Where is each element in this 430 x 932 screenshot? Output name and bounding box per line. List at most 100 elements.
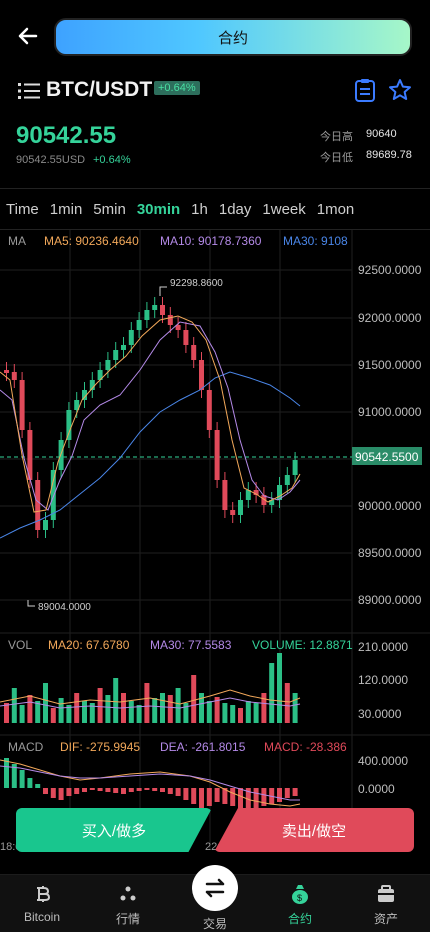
candle [160,305,165,315]
macd-bar [4,758,9,788]
macd-bar [222,788,228,804]
tab-1day[interactable]: 1day [218,200,252,218]
trade-fab[interactable] [192,865,238,911]
nav-label: 资产 [373,912,398,926]
min-annotation: 89004.0000 [38,602,91,613]
tab-1h[interactable]: 1h [191,200,208,218]
y-tick: 91500.0000 [358,358,422,372]
star-icon[interactable] [388,78,412,102]
volume-bar [74,693,80,723]
candle [167,315,173,325]
candle [183,330,189,345]
tab-1week[interactable]: 1week [262,200,306,218]
vol-volume: VOLUME: 12.8871 [252,638,353,652]
last-price: 90542.55 [16,122,117,149]
high-label: 今日高 [320,131,353,143]
y-tick: 92500.0000 [358,263,422,277]
macd-bar [167,788,173,794]
volume-bar [105,695,111,723]
tab-1min[interactable]: 1min [49,200,83,218]
volume-bar [89,703,95,723]
volume-bar [292,693,298,723]
volume-bar [97,688,103,723]
candle [105,360,111,370]
svg-text:$: $ [297,893,302,903]
candle [253,490,259,495]
volume-bar [113,678,119,723]
macd-bar [214,788,220,802]
macd-bar [121,788,126,794]
macd-bar [74,788,80,794]
macd-bar [89,788,95,790]
kline-chart[interactable]: MA MA5: 90236.4640 MA10: 90178.7360 MA30… [0,230,430,870]
back-arrow-icon[interactable] [14,22,42,50]
macd-bar [199,788,204,808]
macd-bar [175,788,181,796]
candle [261,495,267,505]
tab-5min[interactable]: 5min [93,200,126,218]
trading-pair[interactable]: BTC/USDT [46,78,153,101]
candle [128,330,134,345]
ma30-line [0,371,301,539]
clipboard-icon[interactable] [354,78,376,102]
kline-svg: MA MA5: 90236.4640 MA10: 90178.7360 MA30… [0,230,430,853]
candle [121,345,126,350]
macd-bar [11,764,17,788]
sell-short-button[interactable]: 卖出/做空 [214,808,414,852]
volume-bar [214,697,220,723]
top-bar: 合约 [0,0,430,72]
usd-price: 90542.55USD [16,154,86,166]
current-price-tag [352,447,422,465]
volume-bar [144,683,150,723]
candle [277,485,282,500]
nav-assets[interactable]: 资产 [356,883,416,927]
nav-label: Bitcoin [23,910,61,924]
candle [113,350,119,360]
macd-value: MACD: -28.386 [264,740,347,754]
macd-tick: 0.0000 [358,782,395,796]
y-tick: 92000.0000 [358,311,422,325]
tab-1mon[interactable]: 1mon [316,200,355,218]
bitcoin-icon [37,886,51,902]
candle [222,480,228,510]
macd-bar [136,788,142,791]
candle [284,475,290,485]
volume-bar [230,705,236,723]
volume-bar [253,703,259,723]
candle [136,320,142,330]
vol-tick: 210.0000 [358,640,408,654]
bag-icon: $ [292,885,308,904]
volume-bar [175,688,181,723]
volume-bar [269,663,275,723]
vol-tick: 30.0000 [358,707,402,721]
volume-bar [11,688,17,723]
candle [191,345,197,360]
candle [152,305,158,310]
macd-bar [50,788,56,798]
tab-time[interactable]: Time [6,200,39,218]
candle [89,380,95,390]
macd-bar [230,788,236,806]
bottom-nav: Bitcoin 行情 交易 $ 合约 资产 [0,865,430,932]
y-tick: 89500.0000 [358,546,422,560]
nav-bitcoin[interactable]: Bitcoin [12,883,72,924]
volume-bar [160,693,165,723]
vol-ma30: MA30: 77.5583 [150,638,232,652]
buy-long-button[interactable]: 买入/做多 [16,808,212,852]
candle [245,490,251,500]
list-menu-icon[interactable] [18,82,40,100]
page-title: 合约 [54,18,412,56]
nav-market[interactable]: 行情 [98,883,158,927]
tab-30min[interactable]: 30min [136,200,181,218]
volume-bars [4,653,298,723]
macd-tick: 400.0000 [358,754,408,768]
volume-bar [167,695,173,723]
volume-bar [152,698,158,723]
candle [27,430,33,480]
max-annotation: 92298.8600 [170,278,223,289]
volume-bar [50,708,56,723]
nav-contract[interactable]: $ 合约 [270,883,330,927]
volume-bar [66,705,72,723]
change-badge: +0.64% [154,81,200,95]
nav-trade-label[interactable]: 交易 [202,917,227,931]
